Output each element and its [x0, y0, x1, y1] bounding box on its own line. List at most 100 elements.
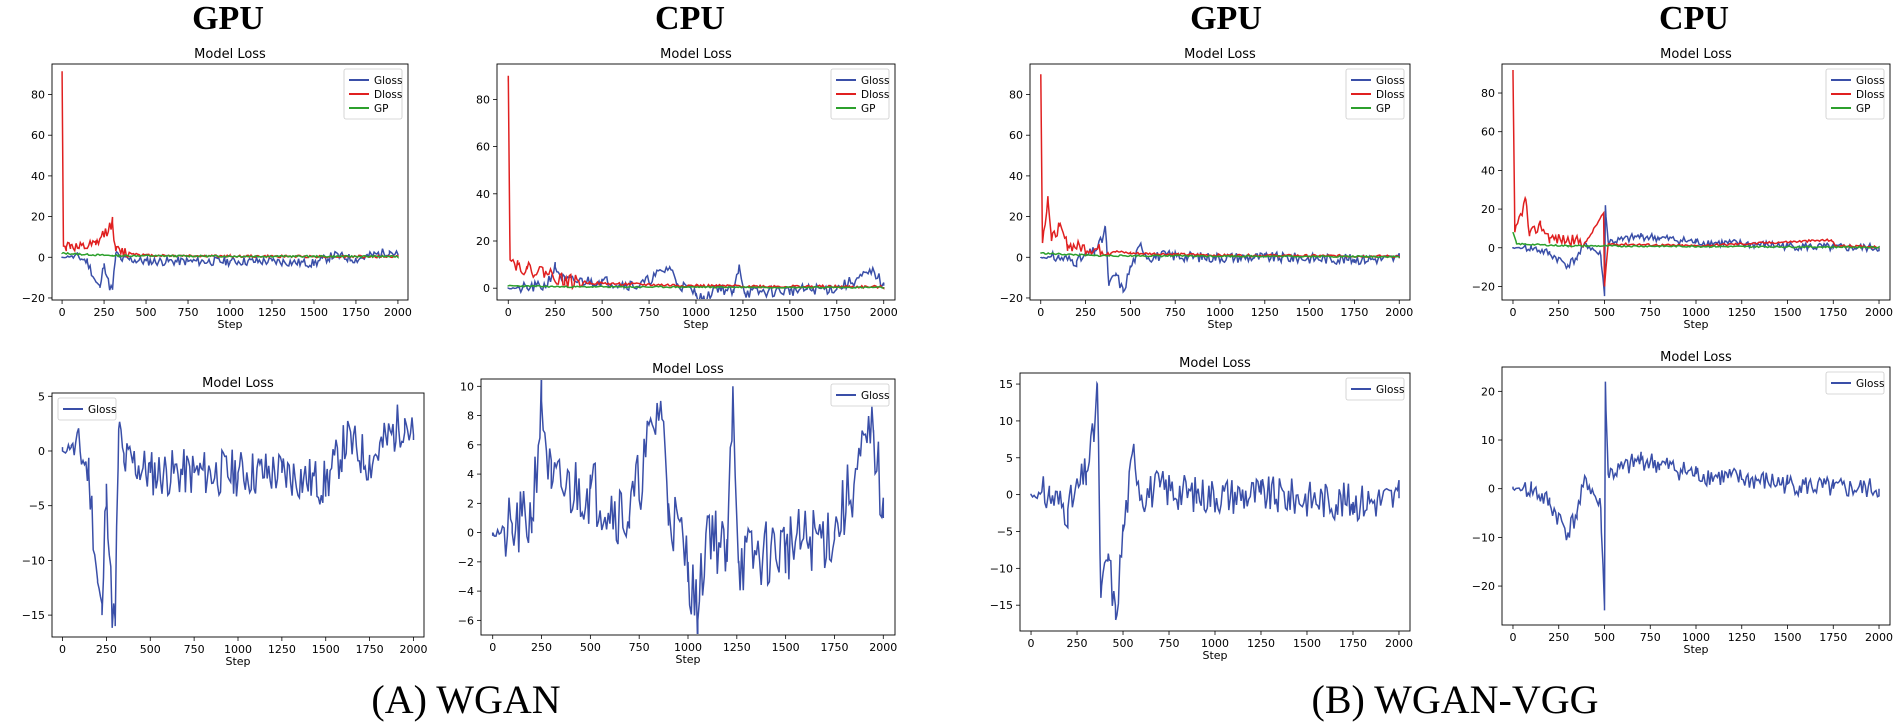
- x-tick-label: 2000: [384, 306, 412, 319]
- x-tick-label: 0: [1509, 306, 1516, 319]
- x-tick-label: 750: [629, 641, 650, 654]
- x-tick-label: 1250: [729, 306, 757, 319]
- y-tick-label: 6: [467, 439, 474, 452]
- x-tick-label: 500: [140, 643, 161, 656]
- x-tick-label: 1500: [1296, 306, 1324, 319]
- x-tick-label: 1500: [300, 306, 328, 319]
- legend-label: Gloss: [374, 75, 402, 87]
- series-line-gloss: [1512, 381, 1880, 611]
- y-tick-label: −4: [458, 585, 474, 598]
- series-line-dloss: [507, 75, 885, 291]
- x-tick-label: 0: [59, 643, 66, 656]
- x-tick-label: 250: [94, 306, 115, 319]
- chart-title: Model Loss: [1179, 356, 1251, 371]
- x-tick-label: 1500: [1293, 637, 1321, 650]
- chart-title: Model Loss: [652, 362, 724, 377]
- chart-title: Model Loss: [1660, 350, 1732, 365]
- chart-title: Model Loss: [202, 376, 274, 391]
- legend-label: Gloss: [88, 404, 116, 416]
- caption-b: (B) WGAN-VGG: [1311, 677, 1599, 722]
- y-tick-label: 0: [1488, 483, 1495, 496]
- x-tick-label: 1750: [820, 641, 848, 654]
- x-tick-label: 1500: [772, 641, 800, 654]
- y-tick-label: 80: [476, 93, 490, 106]
- header-b-gpu: GPU: [1190, 0, 1262, 37]
- x-tick-label: 2000: [1385, 637, 1413, 650]
- x-tick-label: 2000: [1865, 306, 1893, 319]
- y-tick-label: −5: [997, 525, 1013, 538]
- y-tick-label: −10: [990, 562, 1013, 575]
- x-tick-label: 1750: [356, 643, 384, 656]
- y-tick-label: 60: [476, 141, 490, 154]
- y-tick-label: 5: [1006, 452, 1013, 465]
- x-tick-label: 0: [489, 641, 496, 654]
- legend-box: [830, 383, 890, 407]
- x-tick-label: 0: [59, 306, 66, 319]
- plot-frame: [496, 63, 896, 301]
- x-tick-label: 1500: [776, 306, 804, 319]
- y-tick-label: 0: [38, 445, 45, 458]
- y-tick-label: 2: [467, 497, 474, 510]
- y-tick-label: 60: [31, 129, 45, 142]
- y-tick-label: 20: [31, 211, 45, 224]
- y-tick-label: 4: [467, 468, 474, 481]
- x-axis-label: Step: [217, 318, 242, 331]
- x-axis-label: Step: [1202, 649, 1227, 662]
- y-tick-label: −20: [1472, 580, 1495, 593]
- y-tick-label: −6: [458, 614, 474, 627]
- x-tick-label: 250: [96, 643, 117, 656]
- x-tick-label: 1000: [224, 643, 252, 656]
- x-tick-label: 2000: [869, 641, 897, 654]
- x-tick-label: 1750: [823, 306, 851, 319]
- y-tick-label: −5: [29, 500, 45, 513]
- x-tick-label: 1500: [1774, 306, 1802, 319]
- legend-label: Gloss: [1376, 75, 1404, 87]
- series-line-gloss: [507, 261, 885, 299]
- series-line-gloss: [491, 380, 885, 634]
- x-tick-label: 1250: [1728, 306, 1756, 319]
- legend-box: [830, 68, 890, 120]
- x-axis-label: Step: [675, 653, 700, 666]
- plot-frame: [1501, 366, 1891, 626]
- y-tick-label: 20: [1481, 203, 1495, 216]
- legend-label: GP: [861, 103, 875, 115]
- legend-label: GP: [1856, 103, 1870, 115]
- x-tick-label: 250: [1548, 631, 1569, 644]
- y-tick-label: 80: [1481, 87, 1495, 100]
- legend-box: [1825, 68, 1885, 120]
- legend-label: Gloss: [1856, 75, 1884, 87]
- x-tick-label: 0: [1028, 637, 1035, 650]
- caption-a: (A) WGAN: [371, 677, 561, 722]
- x-tick-label: 750: [184, 643, 205, 656]
- y-tick-label: 20: [476, 235, 490, 248]
- x-tick-label: 750: [1159, 637, 1180, 650]
- legend-label: Gloss: [861, 75, 889, 87]
- legend-label: GP: [1376, 103, 1390, 115]
- x-tick-label: 500: [136, 306, 157, 319]
- chart-title: Model Loss: [1184, 47, 1256, 62]
- x-tick-label: 500: [1594, 631, 1615, 644]
- x-tick-label: 1750: [1819, 631, 1847, 644]
- x-tick-label: 1500: [312, 643, 340, 656]
- x-tick-label: 1250: [258, 306, 286, 319]
- x-axis-label: Step: [683, 318, 708, 331]
- x-tick-label: 500: [580, 641, 601, 654]
- x-axis-label: Step: [1683, 318, 1708, 331]
- y-tick-label: 0: [483, 282, 490, 295]
- series-line-gp: [1040, 252, 1400, 259]
- legend-box: [1345, 377, 1405, 401]
- legend-box: [343, 68, 403, 120]
- x-tick-label: 1000: [216, 306, 244, 319]
- legend-box: [57, 397, 117, 421]
- x-tick-label: 1250: [723, 641, 751, 654]
- header-a-gpu: GPU: [192, 0, 264, 37]
- series-line-gloss: [1512, 205, 1880, 297]
- legend-label: Dloss: [374, 89, 402, 101]
- legend-label: Dloss: [1376, 89, 1404, 101]
- y-tick-label: −15: [22, 609, 45, 622]
- y-tick-label: −15: [990, 599, 1013, 612]
- plot-frame: [1501, 63, 1891, 301]
